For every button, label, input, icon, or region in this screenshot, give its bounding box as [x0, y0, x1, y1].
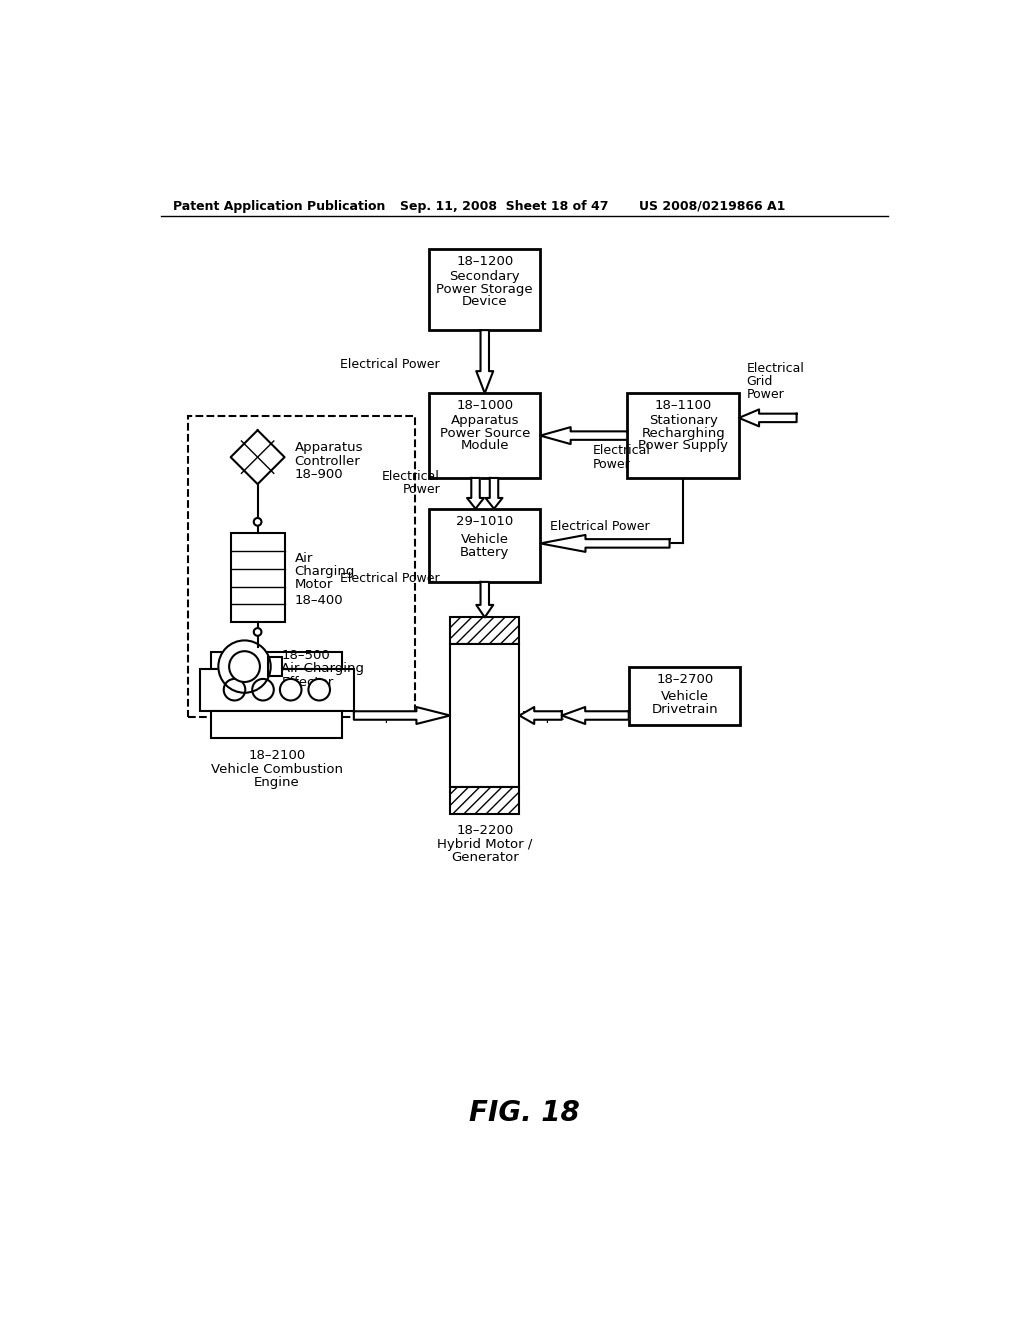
Text: Electrical Power: Electrical Power: [340, 358, 440, 371]
Circle shape: [254, 628, 261, 636]
Polygon shape: [519, 708, 562, 723]
Text: Controller: Controller: [295, 454, 360, 467]
Bar: [451, 618, 519, 644]
Text: Electrical Power: Electrical Power: [550, 520, 650, 533]
Text: Grid: Grid: [746, 375, 773, 388]
Text: 18–2700: 18–2700: [656, 673, 714, 686]
Text: Stationary: Stationary: [649, 414, 718, 428]
Polygon shape: [541, 535, 670, 552]
Text: Torque: Torque: [523, 710, 565, 723]
Text: Air Charging: Air Charging: [282, 663, 365, 676]
Text: Power Supply: Power Supply: [638, 440, 728, 453]
Text: 18–400: 18–400: [295, 594, 343, 607]
Text: Power: Power: [402, 483, 440, 496]
Text: Charging: Charging: [295, 565, 355, 578]
Text: Air: Air: [295, 552, 313, 565]
Text: 29–1010: 29–1010: [456, 515, 513, 528]
Text: Patent Application Publication: Patent Application Publication: [173, 199, 385, 213]
Circle shape: [280, 678, 301, 701]
Text: Hybrid Motor /: Hybrid Motor /: [437, 838, 532, 851]
Text: 18–2100: 18–2100: [248, 748, 305, 762]
Bar: [200, 669, 354, 711]
Text: Secondary: Secondary: [450, 271, 520, 284]
Text: Apparatus: Apparatus: [451, 414, 519, 428]
Polygon shape: [485, 478, 503, 508]
Text: Power Storage: Power Storage: [436, 282, 534, 296]
Text: Vehicle: Vehicle: [660, 690, 709, 704]
Bar: [211, 652, 342, 669]
Text: FIG. 18: FIG. 18: [469, 1100, 581, 1127]
Text: Sep. 11, 2008  Sheet 18 of 47: Sep. 11, 2008 Sheet 18 of 47: [400, 199, 608, 213]
Text: Motor: Motor: [295, 578, 333, 591]
Bar: [429, 393, 541, 478]
Polygon shape: [476, 582, 494, 618]
Text: Effector: Effector: [282, 676, 334, 689]
Text: 18–900: 18–900: [295, 467, 343, 480]
Circle shape: [218, 640, 270, 693]
Text: Electrical Power: Electrical Power: [340, 572, 440, 585]
Polygon shape: [354, 708, 451, 723]
Text: Vehicle Combustion: Vehicle Combustion: [211, 763, 343, 776]
Bar: [429, 508, 541, 582]
Bar: [188, 416, 416, 717]
Text: Torque: Torque: [361, 710, 403, 723]
Text: Apparatus: Apparatus: [295, 441, 364, 454]
Text: Device: Device: [462, 296, 508, 308]
Circle shape: [254, 517, 261, 525]
Text: Power Source: Power Source: [439, 426, 530, 440]
Text: 18–2200: 18–2200: [456, 824, 513, 837]
Text: Vehicle: Vehicle: [461, 533, 509, 546]
Polygon shape: [739, 409, 797, 426]
Text: 18–500: 18–500: [282, 648, 330, 661]
Text: Power: Power: [746, 388, 784, 401]
Text: Electrical: Electrical: [593, 445, 650, 458]
Polygon shape: [541, 428, 628, 444]
Circle shape: [229, 651, 260, 682]
Text: 18–1100: 18–1100: [654, 399, 712, 412]
Bar: [451, 644, 519, 787]
Text: Engine: Engine: [254, 776, 300, 788]
Bar: [628, 393, 739, 478]
Bar: [268, 656, 283, 676]
Text: Electrical: Electrical: [746, 362, 805, 375]
Circle shape: [308, 678, 330, 701]
Polygon shape: [230, 430, 285, 484]
Bar: [451, 787, 519, 813]
Circle shape: [223, 678, 246, 701]
Text: US 2008/0219866 A1: US 2008/0219866 A1: [639, 199, 785, 213]
Bar: [429, 249, 541, 330]
Circle shape: [252, 678, 273, 701]
Bar: [230, 533, 285, 622]
Text: Recharghing: Recharghing: [642, 426, 725, 440]
Text: Module: Module: [461, 440, 509, 453]
Bar: [211, 711, 342, 738]
Text: Generator: Generator: [451, 851, 518, 865]
Text: Power: Power: [593, 458, 631, 471]
Polygon shape: [467, 478, 484, 508]
Bar: [629, 668, 740, 725]
Text: Electrical: Electrical: [382, 470, 440, 483]
Text: Drivetrain: Drivetrain: [651, 704, 718, 717]
Polygon shape: [476, 330, 494, 393]
Polygon shape: [562, 708, 629, 723]
Text: 18–1200: 18–1200: [456, 255, 513, 268]
Text: Battery: Battery: [460, 546, 510, 560]
Text: 18–1000: 18–1000: [457, 399, 513, 412]
